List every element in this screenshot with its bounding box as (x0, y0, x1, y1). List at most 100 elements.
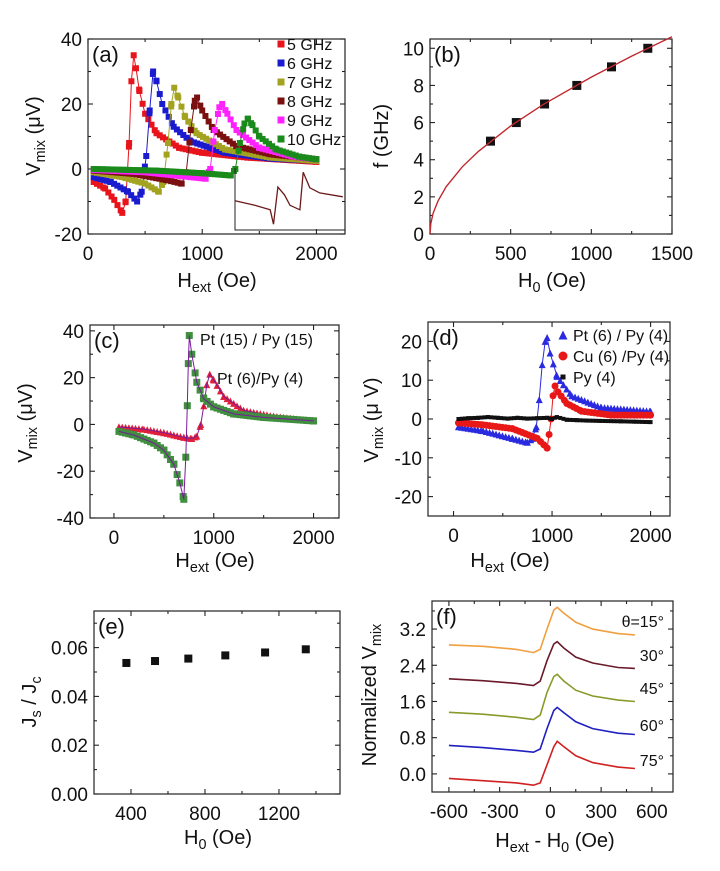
x-axis-label-part: ext (485, 560, 504, 576)
y-axis-label: Vmix​ (μV) (15, 383, 41, 462)
y-tick-label: 0.04 (51, 687, 88, 708)
x-tick-label: 1500 (651, 244, 693, 265)
x-axis-label: H0​ (Oe) (518, 270, 586, 296)
legend-marker (277, 135, 285, 143)
x-axis-label-part: 0 (532, 280, 540, 296)
inset-axes (234, 168, 345, 231)
panel-c: 0 1000 2000 -40 -20 0 20 40 Hext​ (Oe) Vmix​ (μV)… (15, 322, 340, 576)
legend-marker (558, 351, 568, 361)
y-tick-label: -20 (395, 488, 422, 509)
y-tick-label: -10 (395, 449, 422, 470)
x-tick-label: -600 (430, 802, 468, 823)
x-axis-label-part: ext (190, 560, 209, 576)
x-tick-label: 300 (585, 802, 617, 823)
x-tick-label: 1000 (193, 528, 235, 549)
fit-line (118, 335, 314, 500)
legend-marker (277, 59, 285, 67)
x-axis-label-part: H (518, 270, 532, 292)
legend-marker (277, 40, 285, 48)
x-axis-label: Hext​ (Oe) (175, 550, 254, 576)
x-tick-label: 500 (495, 244, 527, 265)
fit-line (93, 96, 317, 185)
panel-e: 400 800 1200 0.00 0.02 0.04 0.06 H0​ (Oe) Js​ / … (19, 610, 341, 853)
x-axis-label-part: (Oe) (206, 827, 252, 849)
inset-curve (234, 171, 343, 225)
x-axis-label: Hext​ (Oe) (470, 550, 549, 576)
series-line (429, 36, 673, 235)
x-axis-label-part: 0 (561, 840, 569, 856)
legend-marker (277, 116, 285, 124)
annotation-pt15-py15: Pt (15) / Py (15) (200, 332, 313, 349)
legend-label: Pt (6) / Py (4) (573, 328, 668, 345)
y-tick-label: 0 (73, 415, 84, 436)
angle-label: 45° (640, 681, 664, 698)
y-axis-label-part: V (15, 449, 37, 463)
angle-label: 30° (640, 648, 664, 665)
series-0 (122, 645, 310, 667)
x-axis-label-part: - H (529, 830, 561, 852)
legend-label: 10 GHz (287, 132, 341, 149)
series--15- (448, 606, 635, 654)
y-axis-label-part: f (GHz) (371, 104, 393, 168)
series-1 (429, 36, 673, 235)
x-tick-label: 600 (636, 802, 668, 823)
plot-frame (431, 600, 674, 793)
y-tick-label: 40 (61, 30, 82, 51)
y-axis-label-part: mix (25, 426, 41, 449)
plot-frame (89, 324, 340, 519)
x-tick-label: 1200 (258, 804, 300, 825)
y-tick-label: 0.02 (51, 736, 88, 757)
series-line (448, 606, 635, 654)
x-tick-label: 0 (448, 526, 459, 547)
x-axis-label-part: (Oe) (540, 270, 586, 292)
fit-line (93, 55, 317, 215)
y-tick-label: 0.0 (400, 765, 426, 786)
x-axis-label-part: 0 (198, 837, 206, 853)
x-tick-label: 1000 (531, 526, 573, 547)
y-tick-label: 0 (71, 160, 82, 181)
data-point (261, 648, 270, 657)
y-axis-label-part: J (19, 718, 41, 728)
panel-b: 0 500 1000 1500 0 2 4 6 8 10 H0​ (Oe) f (GHz) (b) (371, 36, 693, 296)
y-axis-label-part: c (29, 676, 45, 683)
y-axis-label-part: V (361, 449, 383, 463)
y-axis-label-part: Normalized V (359, 646, 381, 767)
panel-label: (e) (98, 614, 125, 639)
angle-label: 60° (640, 718, 664, 735)
x-axis-label-part: H (175, 550, 189, 572)
y-tick-label: 2.4 (400, 656, 427, 677)
y-axis-label: Normalized Vmix​ (359, 623, 385, 766)
x-tick-label: 0 (545, 802, 556, 823)
y-axis-label: f (GHz) (371, 104, 393, 168)
y-axis-label-part: mix (371, 426, 387, 449)
data-point (313, 156, 320, 163)
x-tick-label: 400 (115, 804, 147, 825)
panel-label: (f) (436, 604, 457, 629)
series-45- (448, 673, 635, 721)
data-point (184, 654, 193, 663)
y-tick-label: -40 (57, 509, 84, 530)
panel-label: (a) (92, 42, 119, 67)
inset (234, 168, 345, 231)
plot-frame (429, 38, 673, 235)
data-point (122, 658, 131, 667)
y-tick-label: 0.00 (51, 785, 88, 806)
x-axis-label-part: H (177, 270, 191, 292)
y-axis-label-part: (μ V) (361, 377, 383, 426)
data-point (221, 651, 230, 660)
fit-line (458, 384, 651, 450)
legend-label: Py (4) (573, 370, 616, 387)
series-Pt-15-Py-15- (115, 332, 318, 503)
panel-d: 0 1000 2000 -20 -10 0 10 20 Hext​ (Oe) Vmix​ (μ V… (361, 321, 672, 576)
legend-label: 7 GHz (287, 75, 332, 92)
y-axis-label-part: V (23, 162, 45, 176)
legend-label: 5 GHz (287, 37, 332, 54)
fit-line (93, 71, 317, 203)
x-axis-label-part: ext (510, 840, 529, 856)
legend-label: 9 GHz (287, 113, 332, 130)
panel-label: (b) (434, 42, 461, 67)
y-tick-label: 3.2 (400, 620, 426, 641)
x-axis-label-part: (Oe) (209, 550, 255, 572)
y-tick-label: 0.8 (400, 729, 426, 750)
